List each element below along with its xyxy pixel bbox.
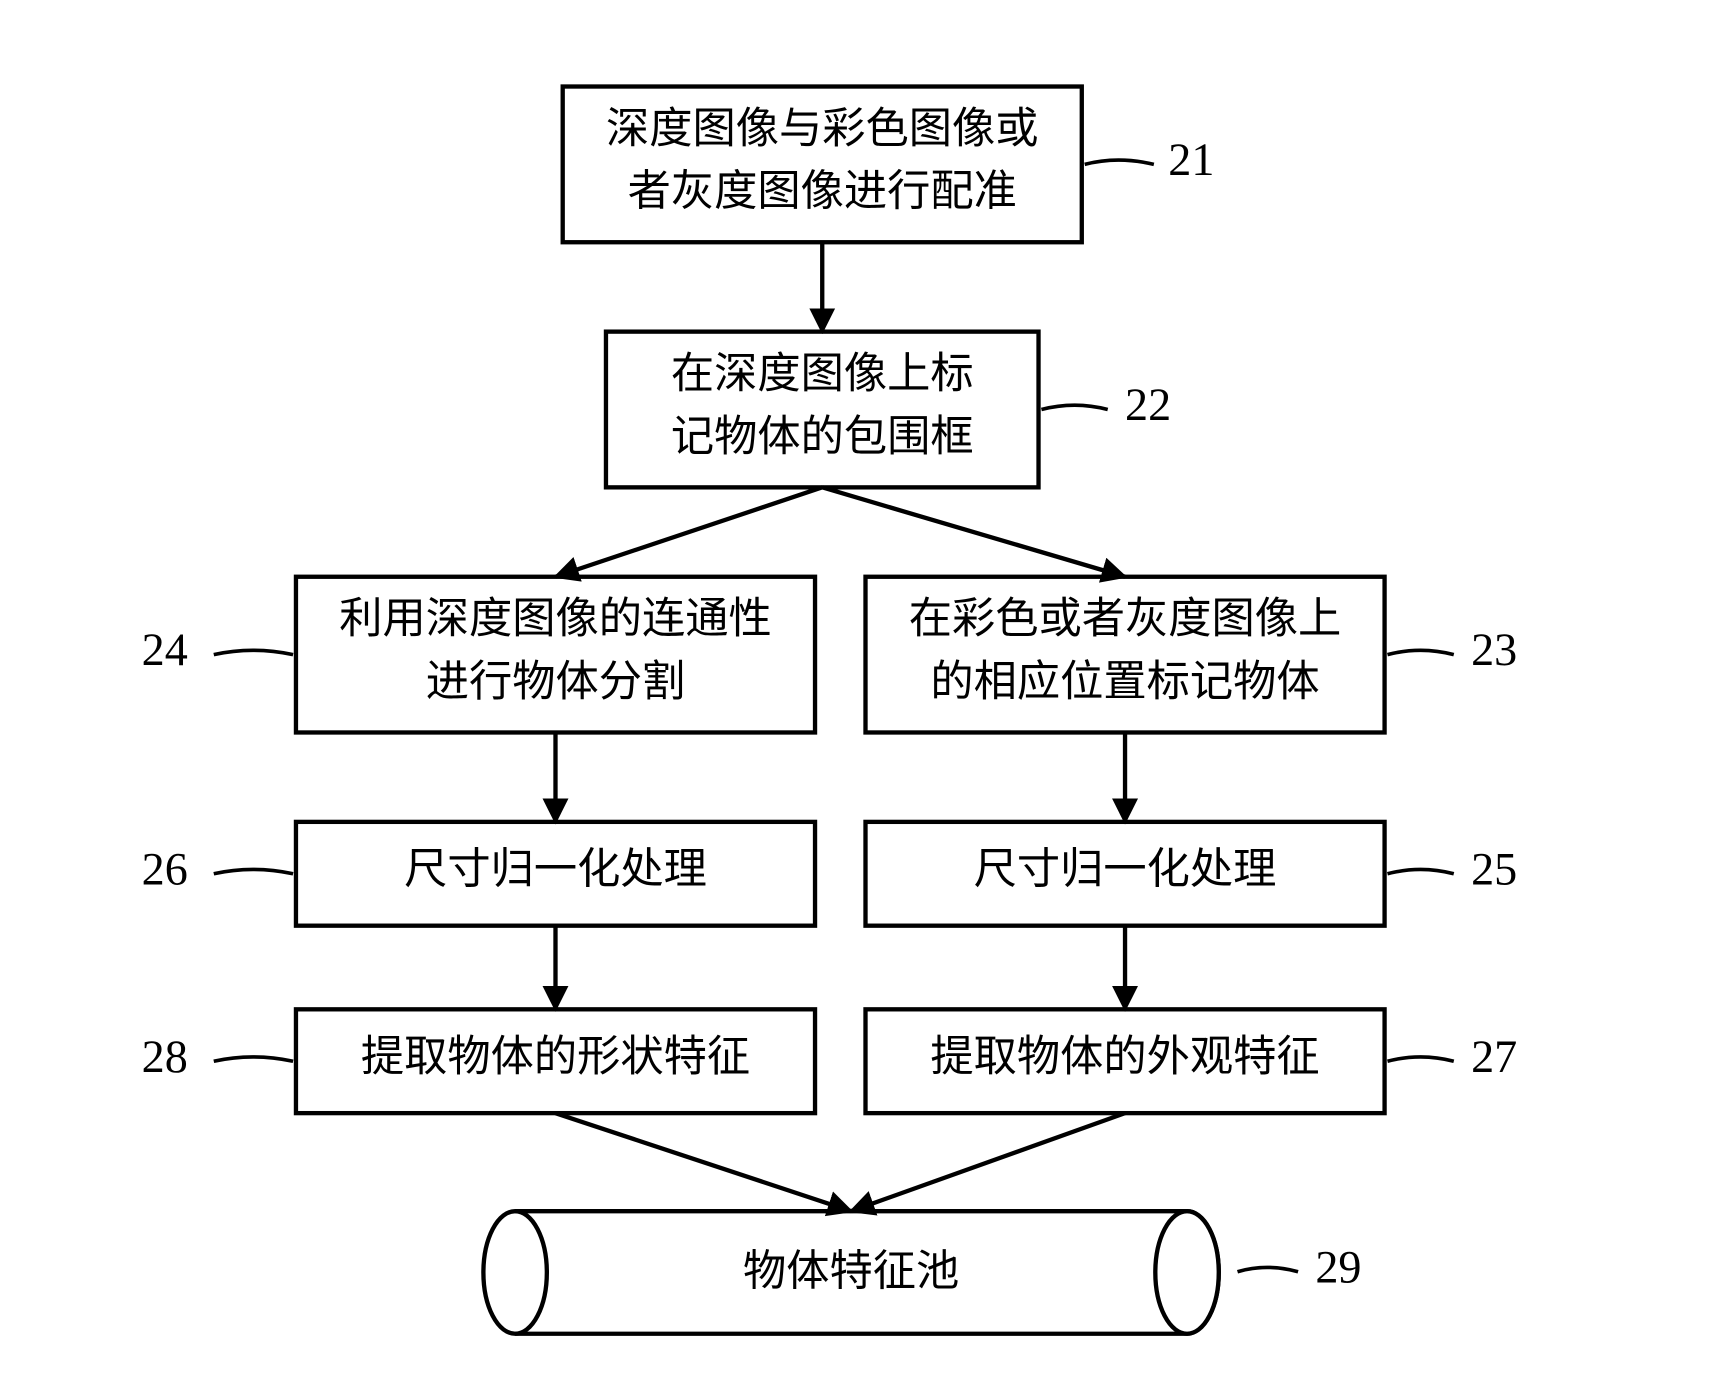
box-b24-text: 进行物体分割 xyxy=(426,658,686,706)
flowchart: 深度图像与彩色图像或者灰度图像进行配准在深度图像上标记物体的包围框利用深度图像的… xyxy=(0,0,1731,1377)
lead-l23 xyxy=(1387,650,1453,654)
lead-l26 xyxy=(214,869,293,873)
cylinder-right-cap xyxy=(1155,1211,1218,1334)
label-l24: 24 xyxy=(142,624,188,675)
box-b28-text: 提取物体的形状特征 xyxy=(361,1033,750,1081)
lead-l22 xyxy=(1041,405,1107,409)
cylinder-label: 物体特征池 xyxy=(743,1247,959,1295)
label-l22: 22 xyxy=(1125,379,1171,430)
lead-l21 xyxy=(1085,160,1154,164)
lead-l25 xyxy=(1387,869,1453,873)
lead-l28 xyxy=(214,1057,293,1061)
box-b24-text: 利用深度图像的连通性 xyxy=(339,595,772,643)
box-b23-text: 在彩色或者灰度图像上 xyxy=(909,595,1342,643)
label-l21: 21 xyxy=(1168,134,1214,185)
box-b21-text: 者灰度图像进行配准 xyxy=(628,168,1017,216)
box-b26-text: 尺寸归一化处理 xyxy=(404,846,707,894)
label-l28: 28 xyxy=(142,1031,188,1082)
label-l29: 29 xyxy=(1315,1241,1361,1292)
lead-l29 xyxy=(1238,1267,1299,1271)
label-l26: 26 xyxy=(142,843,188,894)
box-b22-text: 在深度图像上标 xyxy=(671,350,974,398)
arrow-8 xyxy=(851,1113,1125,1211)
box-b25-text: 尺寸归一化处理 xyxy=(974,846,1277,894)
label-l23: 23 xyxy=(1471,624,1517,675)
box-b27-text: 提取物体的外观特征 xyxy=(930,1033,1319,1081)
lead-l24 xyxy=(214,650,293,654)
box-b23-text: 的相应位置标记物体 xyxy=(930,658,1319,706)
box-b21-text: 深度图像与彩色图像或 xyxy=(606,105,1039,153)
arrow-2 xyxy=(822,487,1125,576)
arrow-1 xyxy=(555,487,822,576)
label-l25: 25 xyxy=(1471,843,1517,894)
label-l27: 27 xyxy=(1471,1031,1517,1082)
box-b22-text: 记物体的包围框 xyxy=(671,413,974,461)
lead-l27 xyxy=(1387,1057,1453,1061)
arrow-7 xyxy=(555,1113,851,1211)
